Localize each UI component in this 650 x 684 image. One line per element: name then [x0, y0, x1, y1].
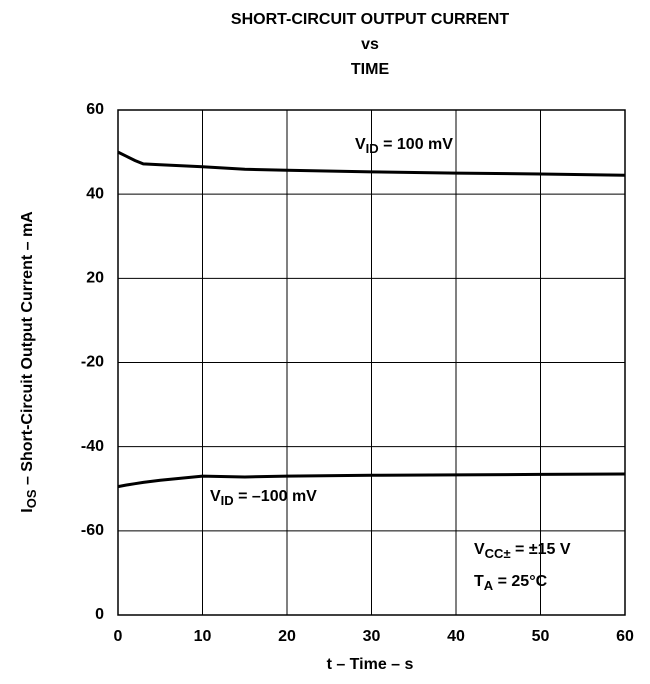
plot-frame — [117, 109, 626, 616]
chart-title: SHORT-CIRCUIT OUTPUT CURRENT — [231, 11, 509, 28]
series-line — [117, 150, 626, 177]
y-tick-label: -20 — [81, 354, 104, 371]
x-tick-label: 50 — [532, 628, 550, 645]
x-tick-label: 20 — [278, 628, 296, 645]
x-tick-label: 0 — [114, 628, 123, 645]
y-tick-label: 0 — [95, 606, 104, 623]
series-label-sub: ID — [366, 141, 379, 156]
x-axis-label: t – Time – s — [327, 656, 414, 673]
y-tick-label: 20 — [86, 270, 104, 287]
y-axis-label: IOS – Short-Circuit Output Current – mA — [19, 211, 39, 513]
condition-main: V — [474, 541, 485, 558]
condition: TA = 25°C — [474, 573, 548, 593]
condition: VCC± = ±15 V — [474, 541, 571, 561]
y-tick-label: -60 — [81, 522, 104, 539]
y-axis-label-rest: – Short-Circuit Output Current – mA — [19, 211, 36, 490]
y-tick-label: 60 — [86, 101, 104, 118]
condition-rest: = 25°C — [493, 573, 547, 590]
condition-sub: A — [484, 578, 494, 593]
x-tick-label: 30 — [363, 628, 381, 645]
x-tick-label: 60 — [616, 628, 634, 645]
series-line — [117, 472, 626, 489]
y-tick-label: 40 — [86, 185, 104, 202]
y-axis-label-sub: OS — [24, 489, 39, 508]
series-label-main: V — [355, 136, 366, 153]
chart-title: vs — [361, 36, 379, 53]
x-tick-label: 10 — [194, 628, 212, 645]
series-label-main: V — [210, 488, 221, 505]
series-label-rest: = 100 mV — [379, 136, 454, 153]
condition-rest: = ±15 V — [511, 541, 571, 558]
y-tick-label: -40 — [81, 438, 104, 455]
series-label-rest: = –100 mV — [234, 488, 318, 505]
x-tick-label: 40 — [447, 628, 465, 645]
series-label-sub: ID — [221, 493, 234, 508]
condition-main: T — [474, 573, 484, 590]
series-label: VID = –100 mV — [210, 488, 317, 508]
condition-sub: CC± — [485, 546, 511, 561]
chart-title: TIME — [351, 61, 390, 78]
y-axis-label-main: I — [19, 508, 36, 512]
series-label: VID = 100 mV — [355, 136, 453, 156]
